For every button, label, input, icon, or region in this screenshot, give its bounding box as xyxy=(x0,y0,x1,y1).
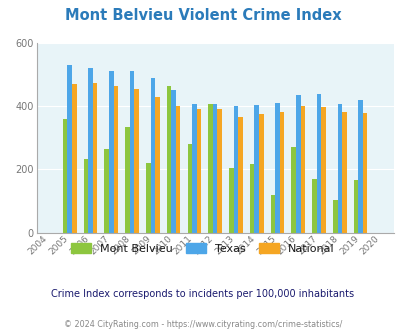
Bar xyxy=(146,163,150,233)
Bar xyxy=(358,100,362,233)
Legend: Mont Belvieu, Texas, National: Mont Belvieu, Texas, National xyxy=(67,239,338,258)
Bar xyxy=(166,85,171,233)
Bar xyxy=(353,181,358,233)
Bar xyxy=(130,71,134,233)
Bar xyxy=(113,85,118,233)
Text: © 2024 CityRating.com - https://www.cityrating.com/crime-statistics/: © 2024 CityRating.com - https://www.city… xyxy=(64,320,341,329)
Bar xyxy=(104,149,109,233)
Bar xyxy=(175,106,180,233)
Text: Crime Index corresponds to incidents per 100,000 inhabitants: Crime Index corresponds to incidents per… xyxy=(51,289,354,299)
Bar xyxy=(134,89,139,233)
Bar xyxy=(212,104,217,233)
Bar xyxy=(125,127,130,233)
Bar xyxy=(109,71,113,233)
Bar xyxy=(67,65,72,233)
Bar xyxy=(196,109,201,233)
Bar xyxy=(337,104,341,233)
Bar xyxy=(93,83,97,233)
Bar xyxy=(275,103,279,233)
Bar xyxy=(320,107,325,233)
Text: Mont Belvieu Violent Crime Index: Mont Belvieu Violent Crime Index xyxy=(64,8,341,23)
Bar xyxy=(150,78,155,233)
Bar xyxy=(217,109,222,233)
Bar xyxy=(291,147,295,233)
Bar xyxy=(300,106,305,233)
Bar xyxy=(341,113,346,233)
Bar xyxy=(270,195,275,233)
Bar xyxy=(249,164,254,233)
Bar xyxy=(83,159,88,233)
Bar xyxy=(192,104,196,233)
Bar xyxy=(316,93,320,233)
Bar xyxy=(233,106,238,233)
Bar xyxy=(332,200,337,233)
Bar xyxy=(238,117,242,233)
Bar xyxy=(187,144,192,233)
Bar xyxy=(208,104,212,233)
Bar xyxy=(279,112,283,233)
Bar xyxy=(171,90,175,233)
Bar xyxy=(63,119,67,233)
Bar xyxy=(254,105,258,233)
Bar xyxy=(258,114,263,233)
Bar xyxy=(311,179,316,233)
Bar xyxy=(362,113,367,233)
Bar xyxy=(72,84,77,233)
Bar xyxy=(295,95,300,233)
Bar xyxy=(228,168,233,233)
Bar xyxy=(88,68,93,233)
Bar xyxy=(155,97,159,233)
